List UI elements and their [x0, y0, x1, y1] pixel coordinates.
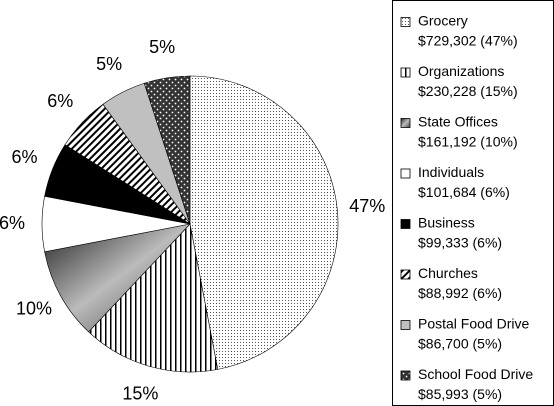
- slice-label: 5%: [96, 54, 122, 74]
- legend-label: Business: [418, 215, 475, 231]
- slice-label: 47%: [349, 196, 385, 216]
- pie-slice: [143, 75, 191, 225]
- legend-label: Churches: [418, 265, 478, 281]
- legend-label: State Offices: [418, 114, 498, 130]
- legend-detail: $99,333 (6%): [418, 235, 502, 251]
- slice-label: 6%: [11, 147, 37, 167]
- slice-label: 5%: [149, 37, 175, 57]
- legend-swatch: [400, 67, 411, 78]
- slice-label: 15%: [122, 384, 158, 404]
- legend-swatch: [400, 269, 411, 280]
- pie-slice: [44, 223, 191, 333]
- pie-slice: [88, 223, 219, 373]
- legend-box: [392, 0, 554, 406]
- legend-detail: $230,228 (15%): [418, 83, 518, 99]
- legend-label: Grocery: [418, 13, 468, 29]
- legend-swatch: [400, 168, 411, 179]
- slice-label: 10%: [16, 299, 52, 319]
- legend-swatch: [400, 219, 411, 229]
- legend-detail: $101,684 (6%): [418, 184, 510, 200]
- legend-detail: $86,700 (5%): [418, 336, 502, 352]
- legend-label: School Food Drive: [418, 366, 533, 382]
- legend-label: Organizations: [418, 63, 504, 79]
- legend-label: Individuals: [418, 164, 484, 180]
- legend-swatch: [400, 320, 411, 330]
- legend-detail: $729,302 (47%): [418, 33, 518, 49]
- legend-swatch: [400, 118, 411, 128]
- slice-label: 6%: [0, 213, 25, 233]
- legend-detail: $85,993 (5%): [418, 386, 502, 402]
- pie-slice: [189, 75, 339, 370]
- legend-detail: $161,192 (10%): [418, 134, 518, 150]
- legend-detail: $88,992 (6%): [418, 285, 502, 301]
- slice-label: 6%: [47, 91, 73, 111]
- legend-swatch: [400, 17, 411, 27]
- legend-label: Postal Food Drive: [418, 316, 529, 332]
- legend-swatch: [400, 370, 411, 381]
